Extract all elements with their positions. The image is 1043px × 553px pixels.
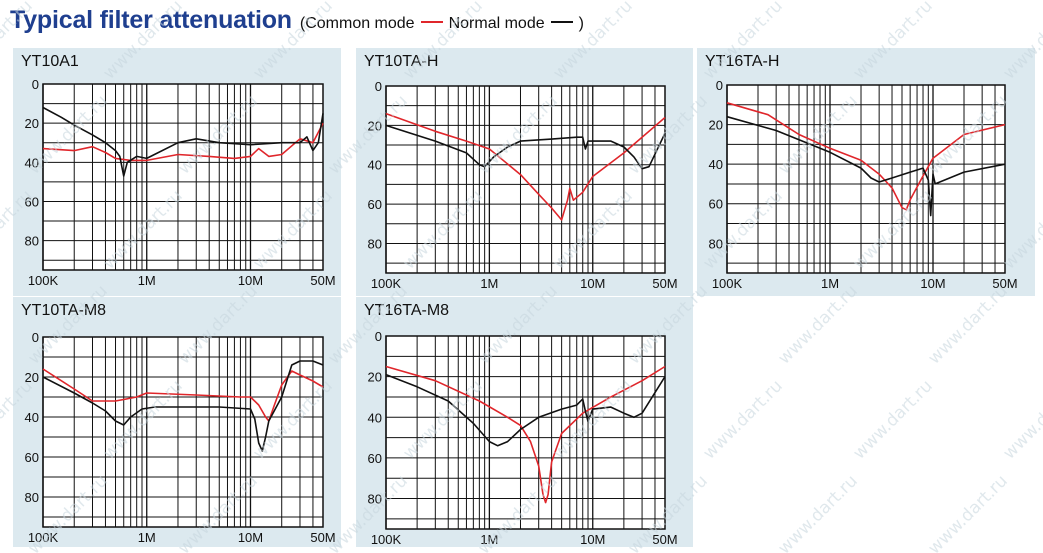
chart-panel-yt10ta-m8: YT10TA-M8 0 20 40 60 80 100K 1M 10M 50M <box>13 297 341 547</box>
chart-svg: YT16TA-M8 0 20 40 60 80 100K 1M 10M 50M <box>364 302 678 547</box>
x-tick-label: 100K <box>28 530 59 545</box>
x-tick-label: 100K <box>712 276 743 291</box>
y-tick-label: 40 <box>368 410 382 425</box>
y-tick-label: 40 <box>25 410 39 425</box>
x-tick-label: 10M <box>238 530 263 545</box>
plot-frame <box>726 84 1006 274</box>
plot-area <box>43 84 323 270</box>
chart-panel-yt10a1: YT10A1 0 20 40 60 80 100K 1M 10M 50M <box>13 48 341 296</box>
series-normal-mode <box>385 124 666 170</box>
y-tick-label: 0 <box>375 329 382 344</box>
y-tick-label: 40 <box>368 158 382 173</box>
watermark-text: www.dart.ru <box>924 471 1011 553</box>
series-normal-mode <box>726 115 1006 217</box>
x-tick-label: 100K <box>371 276 402 291</box>
x-tick-label: 10M <box>580 532 605 547</box>
y-tick-label: 60 <box>25 194 39 209</box>
x-tick-label: 50M <box>310 273 335 288</box>
plot-frame <box>385 335 666 530</box>
x-tick-label: 50M <box>652 532 677 547</box>
chart-panel-yt16ta-h: YT16TA-H 0 20 40 60 80 100K 1M 10M 50M <box>697 48 1035 296</box>
series-normal-mode <box>42 360 324 452</box>
y-tick-label: 20 <box>368 118 382 133</box>
plot-area <box>43 337 323 527</box>
y-tick-label: 80 <box>25 234 39 249</box>
y-tick-label: 20 <box>368 370 382 385</box>
y-tick-label: 80 <box>709 236 723 251</box>
plot-frame <box>42 336 324 528</box>
y-tick-label: 0 <box>32 77 39 92</box>
chart-svg: YT10TA-M8 0 20 40 60 80 100K 1M 10M 50M <box>21 302 336 545</box>
plot-frame <box>385 85 666 274</box>
chart-panel-yt10ta-h: YT10TA-H 0 20 40 60 80 100K 1M 10M 50M <box>356 48 693 296</box>
x-tick-label: 10M <box>238 273 263 288</box>
y-tick-label: 40 <box>709 157 723 172</box>
series-common-mode <box>726 102 1006 211</box>
series-common-mode <box>42 122 324 162</box>
chart-svg: YT10TA-H 0 20 40 60 80 100K 1M 10M 50M <box>364 53 678 291</box>
plot-frame <box>42 83 324 271</box>
series-common-mode <box>42 368 324 422</box>
watermark-text: www.dart.ru <box>699 376 786 463</box>
x-tick-label: 1M <box>138 530 156 545</box>
legend-normal-label: Normal mode <box>448 15 545 32</box>
series-common-mode <box>385 365 666 504</box>
y-tick-label: 60 <box>709 197 723 212</box>
y-tick-label: 20 <box>25 370 39 385</box>
chart-title: YT16TA-H <box>705 53 779 70</box>
chart-title: YT16TA-M8 <box>364 302 449 319</box>
x-tick-label: 50M <box>652 276 677 291</box>
x-tick-label: 1M <box>821 276 839 291</box>
legend-suffix: ) <box>578 15 584 32</box>
y-tick-label: 60 <box>25 450 39 465</box>
chart-title: YT10A1 <box>21 53 79 70</box>
x-tick-label: 50M <box>992 276 1017 291</box>
chart-title: YT10TA-H <box>364 53 438 70</box>
y-tick-label: 60 <box>368 451 382 466</box>
chart-title: YT10TA-M8 <box>21 302 106 319</box>
x-tick-label: 100K <box>371 532 402 547</box>
y-tick-label: 80 <box>368 492 382 507</box>
y-tick-label: 80 <box>368 236 382 251</box>
plot-area <box>727 85 1005 273</box>
y-tick-label: 0 <box>375 79 382 94</box>
series-normal-mode <box>385 373 666 447</box>
watermark-text: www.dart.ru <box>774 471 861 553</box>
legend-common-swatch <box>420 21 443 23</box>
y-tick-label: 0 <box>32 330 39 345</box>
series-normal-mode <box>42 106 324 177</box>
y-tick-label: 40 <box>25 155 39 170</box>
chart-svg: YT10A1 0 20 40 60 80 100K 1M 10M 50M <box>21 53 336 288</box>
x-tick-label: 50M <box>310 530 335 545</box>
x-tick-label: 100K <box>28 273 59 288</box>
y-tick-label: 0 <box>716 78 723 93</box>
page-title: Typical filter attenuation <box>10 6 292 34</box>
header: Typical filter attenuation (Common mode … <box>10 6 584 40</box>
y-tick-label: 20 <box>709 118 723 133</box>
chart-panel-yt16ta-m8: YT16TA-M8 0 20 40 60 80 100K 1M 10M 50M <box>356 297 693 547</box>
chart-svg: YT16TA-H 0 20 40 60 80 100K 1M 10M 50M <box>705 53 1018 291</box>
x-tick-label: 1M <box>480 276 498 291</box>
x-tick-label: 10M <box>580 276 605 291</box>
x-tick-label: 10M <box>920 276 945 291</box>
watermark-text: www.dart.ru <box>999 376 1043 463</box>
legend: (Common mode Normal mode ) <box>300 15 584 33</box>
y-tick-label: 20 <box>25 116 39 131</box>
y-tick-label: 80 <box>25 490 39 505</box>
legend-prefix: (Common mode <box>299 15 415 32</box>
x-tick-label: 1M <box>138 273 156 288</box>
x-tick-label: 1M <box>480 532 498 547</box>
watermark-text: www.dart.ru <box>849 376 936 463</box>
legend-normal-swatch <box>550 21 573 23</box>
y-tick-label: 60 <box>368 197 382 212</box>
series-common-mode <box>385 112 666 221</box>
